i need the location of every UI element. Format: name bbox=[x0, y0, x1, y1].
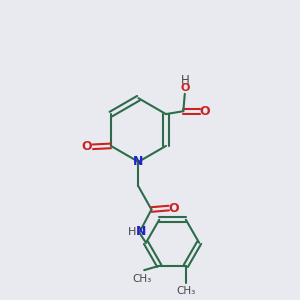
Text: O: O bbox=[200, 105, 210, 118]
Text: N: N bbox=[136, 225, 146, 238]
Text: O: O bbox=[181, 83, 190, 93]
Text: H: H bbox=[180, 74, 189, 88]
Text: CH₃: CH₃ bbox=[176, 286, 196, 296]
Text: N: N bbox=[133, 155, 144, 168]
Text: O: O bbox=[82, 140, 92, 153]
Text: H: H bbox=[128, 227, 136, 237]
Text: CH₃: CH₃ bbox=[132, 274, 152, 284]
Text: O: O bbox=[168, 202, 179, 214]
